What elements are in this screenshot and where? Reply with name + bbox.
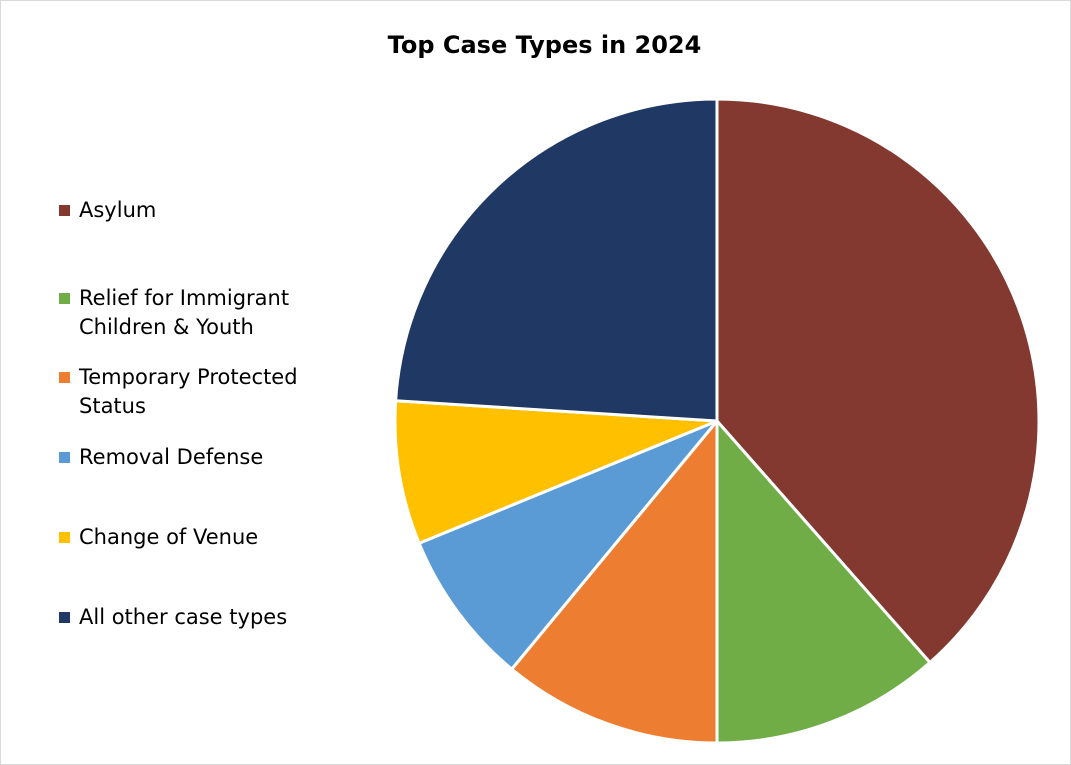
legend-item-all-other-case-types: All other case types (59, 603, 349, 632)
legend-label: All other case types (79, 605, 288, 629)
legend-swatch (59, 532, 70, 543)
pie-slice-all-other-case-types (394, 97, 719, 423)
legend-swatch (59, 205, 70, 216)
pie-slice-removal-defense (417, 419, 719, 671)
pie-slice-change-of-venue (393, 399, 719, 545)
legend-item-removal-defense: Removal Defense (59, 443, 349, 472)
legend-label: Asylum (79, 198, 157, 222)
legend-item-change-of-venue: Change of Venue (59, 523, 349, 552)
legend-swatch (59, 293, 70, 304)
legend-swatch (59, 452, 70, 463)
legend-swatch (59, 372, 70, 383)
pie-slice-asylum (715, 97, 1041, 665)
legend-swatch (59, 612, 70, 623)
legend-item-temporary-protected-status: Temporary Protected Status (59, 363, 349, 421)
chart-title: Top Case Types in 2024 (387, 31, 702, 59)
legend-label: Removal Defense (79, 445, 264, 469)
legend-label: Change of Venue (79, 525, 259, 549)
legend-label: Relief for Immigrant Children & Youth (79, 286, 290, 339)
legend-item-asylum: Asylum (59, 196, 349, 225)
legend-label: Temporary Protected Status (79, 365, 298, 418)
pie-slice-relief-for-immigrant-children-youth (715, 419, 932, 745)
pie-slice-temporary-protected-status (510, 419, 719, 745)
legend-item-relief-for-immigrant-children-youth: Relief for Immigrant Children & Youth (59, 284, 349, 342)
